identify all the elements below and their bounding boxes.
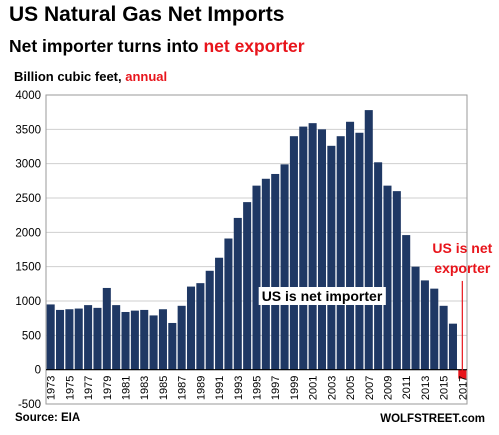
y-tick-label: 2000	[15, 227, 41, 239]
x-tick-label: 2013	[420, 376, 432, 400]
bar-2011	[402, 235, 411, 370]
bar-1990	[205, 270, 214, 370]
x-tick-label: 1977	[83, 376, 95, 400]
bar-2007	[364, 110, 373, 370]
bar-1999	[289, 136, 298, 370]
x-tick-label: 1991	[214, 376, 226, 400]
bar-1977	[84, 305, 93, 370]
bar-1973	[46, 304, 55, 370]
bar-1994	[243, 202, 252, 370]
bar-1996	[261, 178, 270, 370]
bar-1986	[168, 322, 177, 370]
bar-2016	[448, 323, 457, 370]
brand-label: WOLFSTREET.com	[380, 413, 485, 425]
y-tick-label: 3500	[15, 124, 41, 136]
subtitle-highlight: net exporter	[203, 36, 305, 56]
bar-2003	[327, 145, 336, 370]
y-tick-label: 3000	[15, 159, 41, 171]
bar-2015	[439, 305, 448, 370]
annotation-exporter-line2: exporter	[434, 260, 491, 276]
bar-2013	[420, 280, 429, 370]
y-tick-label: 1500	[15, 262, 41, 274]
x-tick-label: 1997	[270, 376, 282, 400]
bar-1992	[224, 238, 233, 370]
annotation-importer: US is net importer	[262, 288, 383, 304]
plot-frame	[45, 94, 468, 405]
x-tick-label: 1979	[102, 376, 114, 400]
bar-1979	[102, 287, 111, 370]
x-tick-label: 1985	[158, 376, 170, 400]
annotation-importer-bg	[258, 287, 386, 305]
chart-subtitle: Net importer turns into net exporter	[9, 36, 305, 57]
x-tick-label: 1987	[177, 376, 189, 400]
bar-1991	[215, 257, 224, 370]
bar-1978	[93, 307, 102, 370]
x-tick-label: 1989	[195, 376, 207, 400]
bar-1997	[271, 173, 280, 370]
y-tick-label: 1000	[15, 296, 41, 308]
y-tick-label: -500	[18, 399, 41, 411]
bar-2002	[317, 129, 327, 370]
bar-1983	[140, 309, 149, 370]
bar-1995	[252, 185, 261, 370]
bar-1982	[130, 310, 139, 370]
chart-title: US Natural Gas Net Imports	[9, 3, 285, 26]
y-tick-label: 500	[22, 330, 41, 342]
units-prefix: Billion cubic feet,	[14, 69, 126, 84]
y-tick-label: 0	[35, 365, 41, 377]
bar-1981	[121, 311, 130, 370]
bar-1975	[65, 309, 74, 370]
bar-1974	[56, 309, 65, 370]
bar-2009	[383, 185, 392, 370]
y-tick-label: 2500	[15, 193, 41, 205]
x-tick-label: 2001	[308, 376, 320, 400]
bar-2001	[308, 123, 317, 370]
units-label: Billion cubic feet, annual	[14, 69, 167, 84]
bar-1993	[233, 217, 242, 370]
bar-1976	[74, 308, 83, 370]
bar-1987	[177, 305, 186, 370]
x-tick-label: 2007	[364, 376, 376, 400]
x-tick-label: 2011	[401, 376, 413, 400]
x-tick-label: 2003	[326, 376, 338, 400]
x-tick-label: 1999	[289, 376, 301, 400]
x-tick-label: 1981	[121, 376, 133, 400]
bar-2008	[374, 162, 383, 370]
x-tick-label: 1973	[46, 376, 58, 400]
y-tick-label: 4000	[15, 90, 41, 102]
source-label: Source: EIA	[15, 412, 81, 424]
x-tick-label: 2015	[439, 376, 451, 400]
bar-2014	[430, 288, 439, 370]
bar-1998	[280, 164, 289, 370]
annotation-exporter-line1: US is net	[432, 240, 492, 256]
bar-1984	[149, 315, 158, 370]
subtitle-prefix: Net importer turns into	[9, 36, 204, 56]
x-tick-label: 2005	[345, 376, 357, 400]
bar-2005	[346, 121, 355, 370]
x-tick-label: 1995	[252, 376, 264, 400]
units-highlight: annual	[125, 69, 168, 84]
bar-2004	[336, 136, 345, 370]
bar-1985	[158, 309, 167, 370]
bar-1989	[196, 283, 205, 370]
bar-2012	[411, 266, 420, 370]
bar-2000	[299, 126, 308, 370]
x-tick-label: 2009	[382, 376, 394, 400]
bar-1988	[186, 286, 196, 370]
x-tick-label: 1993	[233, 376, 245, 400]
x-tick-label: 1975	[64, 376, 76, 400]
x-tick-label: 1983	[139, 376, 151, 400]
bar-2010	[392, 191, 401, 370]
bar-1980	[112, 305, 121, 370]
bar-2006	[355, 132, 364, 370]
x-tick-label: 2017	[457, 376, 469, 400]
